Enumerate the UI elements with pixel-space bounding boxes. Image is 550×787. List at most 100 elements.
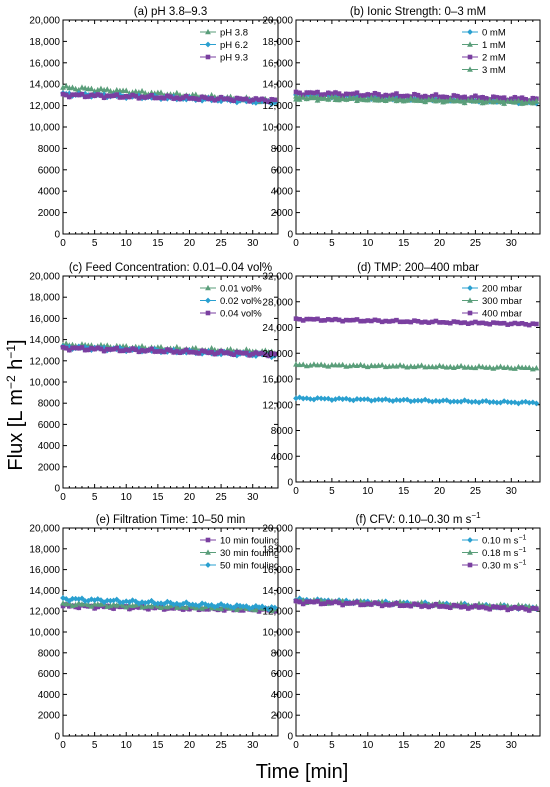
data-point bbox=[183, 604, 190, 610]
data-point bbox=[127, 348, 132, 353]
data-point bbox=[325, 90, 331, 96]
data-point bbox=[404, 93, 410, 99]
data-point bbox=[218, 605, 224, 612]
y-tick-label: 18,000 bbox=[29, 37, 60, 48]
data-point bbox=[240, 96, 246, 102]
data-point bbox=[426, 320, 432, 325]
series-400-mbar bbox=[293, 316, 539, 328]
data-point bbox=[227, 346, 234, 352]
data-point bbox=[368, 362, 375, 368]
data-point bbox=[240, 603, 247, 610]
data-point bbox=[361, 362, 368, 369]
data-point bbox=[440, 363, 447, 369]
data-point bbox=[379, 603, 385, 609]
data-point bbox=[69, 595, 76, 602]
data-point bbox=[364, 96, 371, 102]
data-point bbox=[318, 395, 325, 402]
data-point bbox=[114, 92, 120, 97]
data-point bbox=[199, 605, 206, 611]
data-point bbox=[107, 597, 114, 604]
data-point bbox=[82, 598, 89, 604]
data-point bbox=[221, 608, 227, 613]
data-point bbox=[212, 97, 218, 103]
data-point bbox=[148, 597, 155, 604]
data-point bbox=[146, 606, 151, 612]
data-point bbox=[300, 601, 306, 607]
data-point bbox=[82, 347, 88, 353]
data-point bbox=[347, 91, 353, 97]
data-point bbox=[332, 396, 339, 403]
data-point bbox=[108, 347, 113, 352]
data-point bbox=[491, 94, 496, 100]
data-point bbox=[497, 363, 504, 369]
data-point bbox=[329, 600, 335, 606]
data-point bbox=[523, 97, 528, 102]
data-point bbox=[231, 98, 237, 104]
data-point bbox=[358, 93, 363, 98]
data-point bbox=[508, 321, 514, 327]
data-point bbox=[429, 363, 436, 370]
data-point bbox=[199, 348, 205, 354]
data-point bbox=[483, 96, 489, 101]
data-point bbox=[501, 95, 507, 100]
data-point bbox=[390, 602, 396, 607]
data-point bbox=[430, 603, 435, 609]
data-point bbox=[101, 348, 107, 354]
legend-marker bbox=[467, 297, 473, 303]
data-point bbox=[228, 97, 233, 102]
data-point bbox=[75, 600, 82, 606]
x-tick-label: 0 bbox=[293, 238, 299, 249]
data-point bbox=[351, 91, 356, 97]
data-point bbox=[117, 599, 123, 606]
legend-label: 0.30 m s−1 bbox=[482, 560, 527, 572]
data-point bbox=[436, 97, 443, 103]
data-point bbox=[98, 85, 104, 91]
data-point bbox=[504, 98, 511, 104]
data-point bbox=[440, 94, 446, 100]
data-point bbox=[361, 318, 367, 324]
data-point bbox=[67, 347, 72, 353]
data-point bbox=[515, 97, 522, 104]
data-point bbox=[136, 95, 142, 101]
legend-label: 1 mM bbox=[482, 40, 506, 51]
data-point bbox=[233, 606, 240, 613]
data-point bbox=[382, 97, 389, 103]
data-point bbox=[218, 348, 224, 354]
data-point bbox=[104, 342, 111, 348]
y-tick-label: 24,000 bbox=[262, 323, 293, 334]
data-point bbox=[60, 344, 66, 350]
legend-label: 10 min fouling bbox=[220, 536, 279, 547]
data-point bbox=[218, 98, 224, 105]
data-point bbox=[168, 94, 173, 100]
data-point bbox=[447, 320, 453, 326]
data-point bbox=[237, 350, 243, 355]
data-point bbox=[60, 84, 66, 90]
data-point bbox=[88, 85, 95, 92]
data-point bbox=[293, 361, 299, 367]
data-point bbox=[268, 607, 275, 614]
data-point bbox=[407, 95, 414, 101]
data-point bbox=[224, 602, 231, 609]
data-point bbox=[451, 319, 457, 324]
x-tick-label: 25 bbox=[470, 486, 482, 497]
data-point bbox=[155, 95, 161, 101]
data-point bbox=[433, 364, 439, 370]
data-point bbox=[472, 364, 479, 371]
series-3-mm bbox=[293, 93, 540, 107]
x-tick-label: 0 bbox=[60, 238, 66, 249]
data-point bbox=[152, 95, 157, 101]
data-point bbox=[304, 90, 310, 95]
data-point bbox=[480, 604, 485, 610]
data-point bbox=[123, 87, 130, 93]
data-point bbox=[69, 84, 76, 90]
panel-title: (e) Filtration Time: 10–50 min bbox=[96, 514, 246, 526]
data-point bbox=[136, 349, 142, 355]
data-point bbox=[412, 91, 417, 97]
data-point bbox=[107, 88, 114, 94]
data-point bbox=[383, 602, 389, 607]
y-tick-label: 2000 bbox=[271, 711, 294, 722]
data-point bbox=[66, 90, 73, 97]
data-point bbox=[508, 365, 515, 371]
data-point bbox=[215, 96, 221, 102]
